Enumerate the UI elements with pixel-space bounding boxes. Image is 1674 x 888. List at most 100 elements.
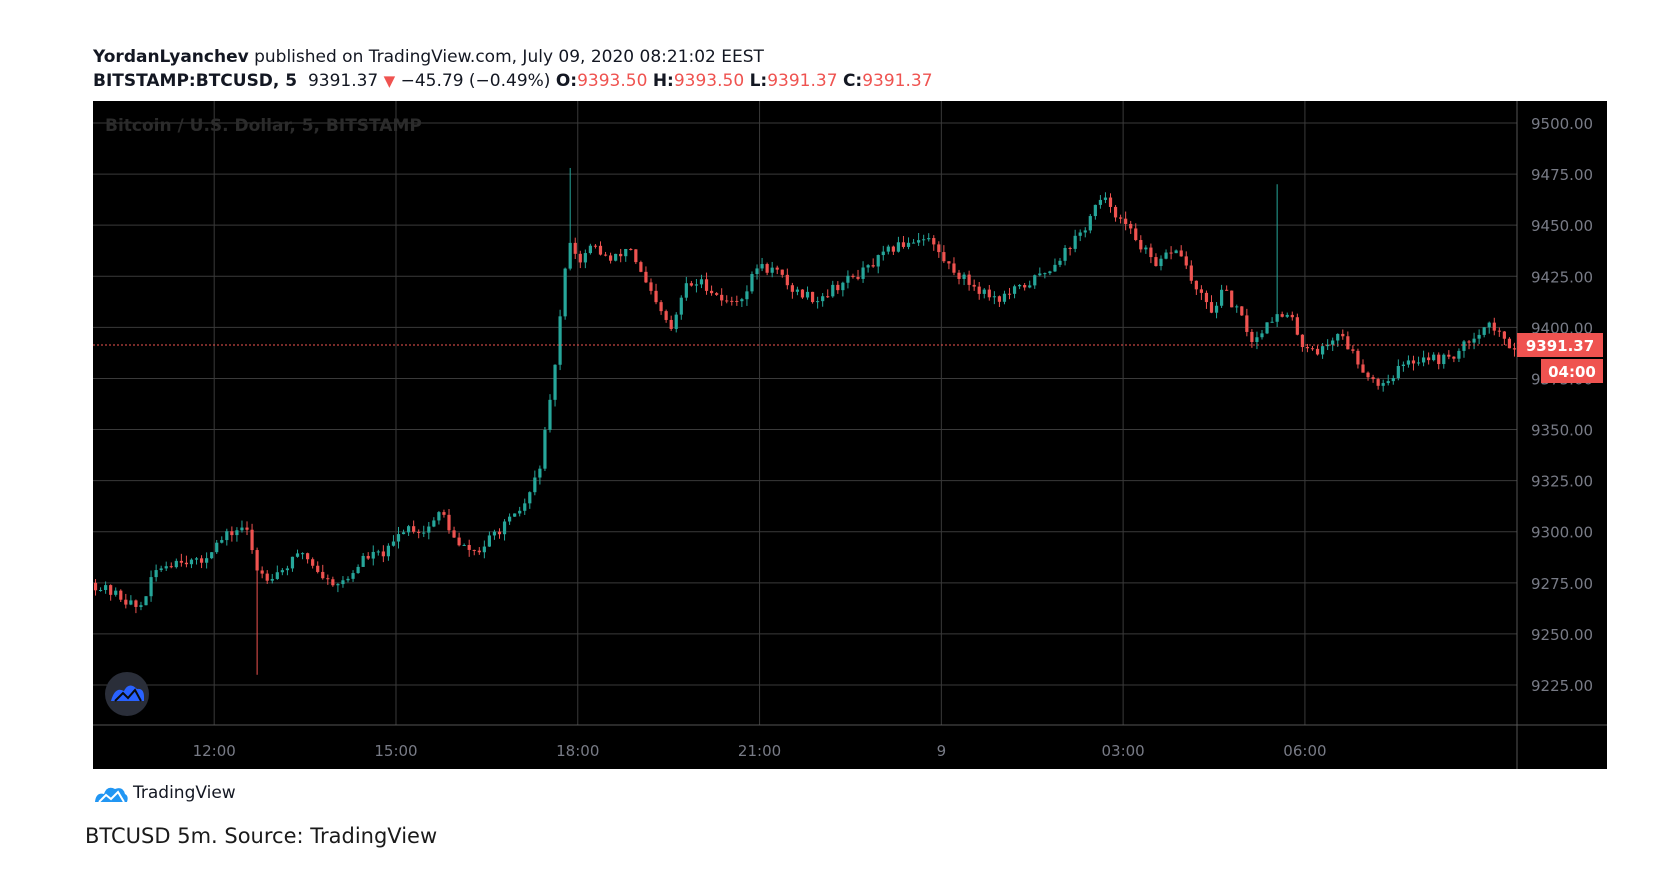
candle-body — [290, 556, 295, 569]
candle-body — [528, 492, 532, 504]
candle-body — [1144, 247, 1148, 250]
candle-body — [300, 553, 305, 555]
close-value: 9391.37 — [862, 71, 933, 91]
candle-body — [906, 242, 911, 247]
candle-body — [720, 294, 724, 301]
candle-body — [1038, 273, 1042, 276]
candle-body — [553, 364, 557, 400]
y-tick-label: 9325.00 — [1531, 473, 1593, 491]
candle-body — [391, 541, 396, 546]
candle-body — [341, 580, 345, 585]
candle-body — [866, 265, 870, 268]
candle-body — [1427, 357, 1431, 361]
y-tick-label: 9350.00 — [1531, 422, 1593, 440]
candle-body — [1356, 350, 1360, 365]
y-tick-label: 9250.00 — [1531, 626, 1593, 644]
candle-body — [745, 291, 749, 300]
candle-body — [1285, 314, 1289, 317]
candle-body — [1058, 260, 1062, 265]
candle-body — [1245, 315, 1249, 332]
candle-body — [927, 238, 931, 240]
candle-body — [1139, 240, 1143, 250]
candle-body — [316, 565, 320, 572]
candle-body — [1502, 331, 1506, 339]
candle-body — [775, 267, 779, 270]
candle-body — [573, 242, 577, 254]
close-label: C: — [842, 71, 863, 91]
candle-body — [669, 319, 673, 329]
candle-body — [1411, 360, 1416, 364]
candle-body — [412, 526, 416, 532]
candle-body — [477, 550, 481, 553]
y-tick-label: 9275.00 — [1531, 575, 1593, 593]
candle-body — [614, 253, 618, 261]
tradingview-logo[interactable]: TradingView — [93, 782, 236, 804]
candle-body — [957, 272, 961, 279]
candle-body — [1018, 284, 1022, 287]
candle-body — [457, 537, 461, 546]
candle-body — [371, 551, 375, 559]
chart-watermark: Bitcoin / U.S. Dollar, 5, BITSTAMP — [105, 116, 422, 136]
candle-body — [1492, 322, 1496, 331]
candle-body — [725, 300, 729, 302]
candle-body — [962, 274, 966, 279]
candle-body — [1023, 284, 1027, 288]
candle-body — [447, 514, 451, 531]
candle-body — [1315, 348, 1320, 355]
candle-body — [331, 579, 335, 586]
candle-body — [507, 516, 512, 522]
candle-body — [1401, 364, 1405, 366]
candle-body — [563, 268, 567, 317]
author-name[interactable]: YordanLyanchev — [93, 47, 249, 67]
candle-body — [306, 553, 310, 560]
candle-body — [1154, 257, 1158, 267]
candle-body — [886, 246, 890, 252]
candle-body — [255, 550, 259, 571]
candle-body — [538, 468, 542, 478]
candle-body — [629, 248, 633, 250]
candle-body — [932, 238, 936, 245]
candle-body — [821, 296, 825, 302]
candle-body — [376, 551, 380, 553]
candle-body — [114, 590, 118, 595]
candle-body — [1235, 306, 1239, 308]
candle-body — [149, 577, 153, 597]
grid-lines — [93, 101, 1517, 725]
candle-body — [1225, 289, 1229, 291]
candle-body — [1002, 293, 1007, 302]
candle-body — [260, 570, 264, 574]
candle-body — [270, 578, 274, 581]
candle-body — [1361, 364, 1365, 373]
x-tick-label: 9 — [937, 742, 947, 760]
candle-body — [129, 600, 133, 605]
candle-body — [169, 566, 173, 568]
candle-body — [1497, 330, 1501, 332]
candle-body — [1371, 377, 1375, 380]
x-tick-label: 15:00 — [374, 742, 417, 760]
candle-body — [396, 534, 401, 542]
tradingview-badge-icon[interactable] — [105, 672, 149, 716]
candle-body — [1108, 197, 1113, 207]
candle-body — [568, 242, 572, 269]
candle-body — [1467, 341, 1471, 343]
y-tick-label: 9425.00 — [1531, 268, 1593, 286]
candle-body — [1219, 289, 1224, 306]
candle-body — [704, 279, 709, 291]
candle-body — [497, 531, 502, 535]
open-label: O: — [555, 71, 578, 91]
candle-body — [1260, 333, 1264, 338]
low-label: L: — [749, 71, 768, 91]
candle-body — [174, 560, 178, 568]
chart-canvas[interactable]: 9500.009475.009450.009425.009400.009375.… — [93, 101, 1607, 769]
candle-body — [1240, 306, 1244, 316]
candle-body — [285, 568, 290, 571]
candle-body — [104, 585, 108, 591]
chart-header-line1: YordanLyanchev published on TradingView.… — [93, 47, 764, 67]
candle-body — [588, 245, 592, 254]
candle-body — [1507, 338, 1512, 349]
candle-body — [1290, 314, 1294, 318]
candlestick-chart[interactable]: 9500.009475.009450.009425.009400.009375.… — [93, 101, 1607, 769]
x-tick-label: 06:00 — [1283, 742, 1326, 760]
candle-body — [992, 296, 996, 298]
candle-body — [1457, 350, 1461, 359]
